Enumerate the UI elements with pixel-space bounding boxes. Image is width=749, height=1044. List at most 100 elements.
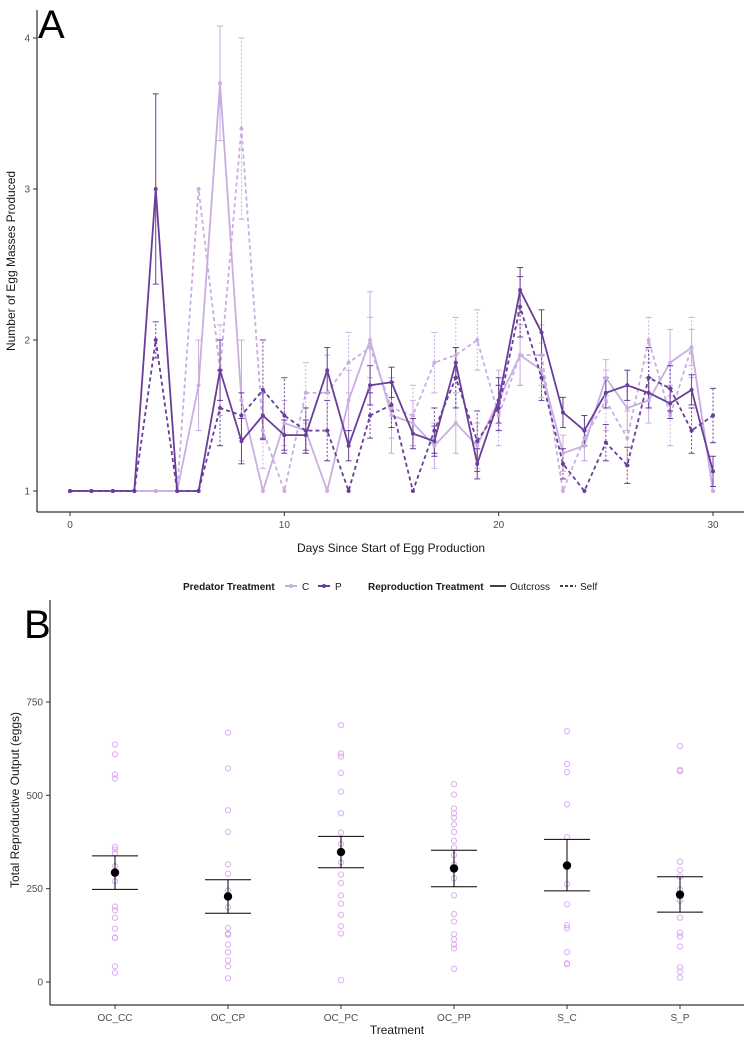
raw-point <box>337 721 345 729</box>
raw-point <box>450 780 458 788</box>
data-point <box>711 413 715 418</box>
data-point <box>196 489 201 493</box>
raw-point <box>563 960 571 968</box>
error-bar <box>152 321 159 359</box>
raw-point <box>224 941 232 948</box>
data-point <box>389 405 394 410</box>
data-point <box>196 187 201 191</box>
data-point <box>496 398 501 403</box>
error-bar <box>238 37 245 220</box>
raw-point <box>224 957 232 964</box>
mean-point <box>675 890 685 899</box>
raw-point <box>337 810 345 817</box>
raw-point <box>224 729 232 736</box>
raw-point <box>224 975 232 982</box>
data-point <box>153 338 158 342</box>
panel-b-y-tick-label: 250 <box>26 884 43 895</box>
legend: Predator Treatment C P Reproduction Trea… <box>183 582 597 593</box>
panel-b-x-tick-label: S_P <box>671 1013 690 1024</box>
panel-a-x-tick-label: 0 <box>67 520 73 531</box>
panel-b-x-tick-label: OC_PC <box>324 1013 358 1024</box>
data-point <box>260 387 265 392</box>
data-point <box>410 413 415 418</box>
mean-point <box>110 868 120 877</box>
legend-outcross-label: Outcross <box>510 582 550 593</box>
data-point <box>132 489 137 493</box>
panel-b-means <box>110 847 685 901</box>
error-bar <box>345 331 352 394</box>
legend-c-label: C <box>302 582 309 593</box>
data-point <box>410 421 415 426</box>
data-point <box>646 390 651 395</box>
data-point <box>260 428 265 433</box>
mean-point <box>562 861 572 870</box>
data-point <box>218 368 223 373</box>
data-point <box>260 413 265 418</box>
error-bar <box>474 410 481 472</box>
data-point <box>689 345 694 350</box>
data-point <box>239 126 244 131</box>
data-point <box>325 428 330 433</box>
data-point <box>668 413 673 418</box>
data-point <box>68 489 72 493</box>
data-point <box>368 413 373 418</box>
raw-point <box>224 948 232 956</box>
raw-point <box>337 769 345 777</box>
data-point <box>368 338 373 342</box>
data-point <box>539 375 544 380</box>
data-point <box>603 375 608 380</box>
raw-point <box>337 879 345 887</box>
panel-b-x-tick-label: OC_PP <box>437 1013 471 1024</box>
data-point <box>689 428 694 433</box>
raw-point <box>676 767 684 775</box>
raw-point <box>563 925 571 932</box>
data-point <box>432 443 437 448</box>
raw-point <box>224 870 232 877</box>
data-point <box>346 489 351 493</box>
data-point <box>603 440 608 445</box>
data-point <box>432 439 437 444</box>
data-point <box>560 410 565 415</box>
panel-b-raw-points <box>111 721 684 984</box>
raw-point <box>450 945 458 952</box>
data-point <box>518 288 523 293</box>
panel-a-points <box>68 81 715 493</box>
data-point <box>496 405 501 410</box>
data-point <box>239 413 244 418</box>
raw-point <box>111 969 119 976</box>
data-point <box>218 81 223 86</box>
data-point <box>303 428 308 433</box>
data-point <box>153 187 158 191</box>
raw-point <box>337 750 345 757</box>
data-point <box>711 489 715 493</box>
legend-reproduction-title: Reproduction Treatment <box>368 582 484 593</box>
data-point <box>582 443 587 448</box>
data-point <box>668 360 673 365</box>
raw-point <box>676 943 684 950</box>
raw-point <box>676 968 684 975</box>
data-point <box>625 383 630 388</box>
panel-a-y-tick-label: 2 <box>24 336 30 347</box>
data-point <box>89 489 94 493</box>
raw-point <box>450 791 458 798</box>
legend-predator-title: Predator Treatment <box>183 582 275 593</box>
raw-point <box>111 751 119 758</box>
data-point <box>475 439 480 444</box>
panel-a: A 0 10 20 30 1 2 3 4 Days Since Start of Egg P… <box>4 3 744 555</box>
raw-point <box>563 727 571 735</box>
raw-point <box>676 914 684 921</box>
data-point <box>389 380 394 385</box>
raw-point <box>337 911 345 918</box>
data-point <box>711 469 715 474</box>
data-point <box>153 489 158 493</box>
panel-a-y-label: Number of Egg Masses Produced <box>4 171 18 351</box>
error-bar <box>431 331 438 394</box>
data-point <box>175 489 180 493</box>
data-point <box>389 413 394 418</box>
data-point <box>432 428 437 433</box>
raw-point <box>337 788 345 795</box>
data-point <box>668 401 673 406</box>
raw-point <box>563 769 571 776</box>
data-point <box>346 443 351 448</box>
data-point <box>282 433 287 438</box>
